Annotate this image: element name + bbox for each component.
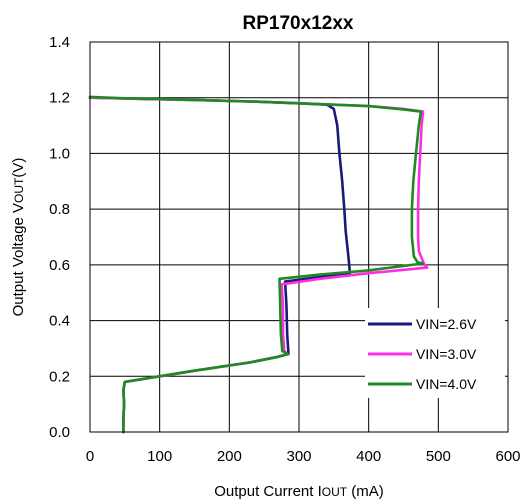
- y-tick-label: 0.8: [49, 201, 70, 218]
- x-tick-label: 100: [147, 448, 172, 465]
- y-axis-title: Output Voltage VOUT(V): [10, 158, 27, 317]
- series-layer: [88, 95, 429, 434]
- y-tick-label: 0.6: [49, 257, 70, 274]
- y-tick-label: 0.0: [49, 424, 70, 441]
- series-line: [88, 95, 425, 434]
- tick-labels: 0 100 200 300 400 500 600 0.0 0.2 0.4 0.6 0.8 1.0 1.2…: [49, 34, 520, 465]
- x-tick-label: 200: [217, 448, 242, 465]
- y-tick-label: 1.2: [49, 90, 70, 107]
- y-tick-label: 1.0: [49, 145, 70, 162]
- x-axis-title: Output Current IOUT (mA): [214, 483, 384, 500]
- legend-label: VIN=2.6V: [416, 316, 477, 332]
- x-tick-label: 500: [426, 448, 451, 465]
- chart-title: RP170x12xx: [243, 13, 354, 34]
- x-tick-label: 400: [356, 448, 381, 465]
- y-tick-label: 0.2: [49, 368, 70, 385]
- x-axis-title-sub: OUT: [322, 485, 348, 499]
- x-axis-title-unit: (mA): [347, 483, 384, 500]
- y-tick-label: 1.4: [49, 34, 70, 51]
- x-axis-title-main: Output Current I: [214, 483, 322, 500]
- y-axis-title-sub: OUT: [12, 177, 26, 203]
- x-tick-label: 600: [495, 448, 520, 465]
- y-axis-title-unit: (V): [10, 158, 27, 178]
- plot-area-border: [89, 41, 509, 433]
- legend-label: VIN=3.0V: [416, 346, 477, 362]
- legend: VIN=2.6V VIN=3.0V VIN=4.0V: [365, 308, 505, 398]
- x-tick-label: 300: [286, 448, 311, 465]
- y-axis-title-main: Output Voltage V: [10, 203, 27, 316]
- legend-label: VIN=4.0V: [416, 376, 477, 392]
- y-tick-label: 0.4: [49, 313, 70, 330]
- x-tick-label: 0: [86, 448, 94, 465]
